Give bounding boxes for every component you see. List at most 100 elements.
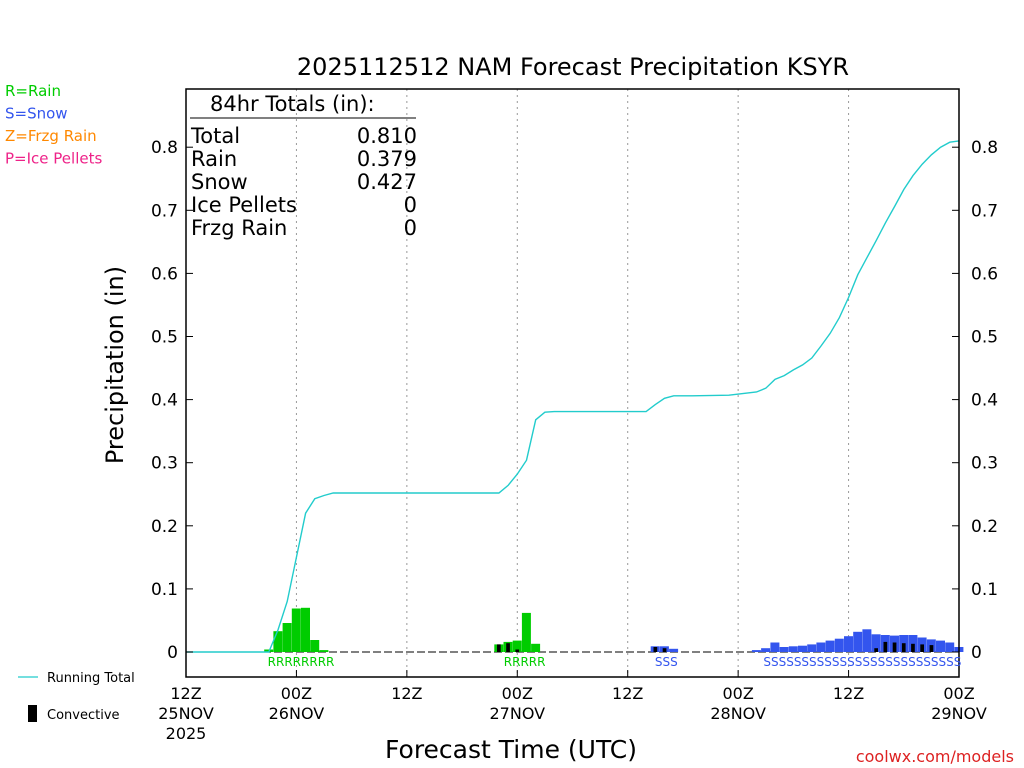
convective-bar (892, 642, 897, 652)
y-tick-label-right: 0.4 (971, 391, 998, 411)
x-tick-label: 12Z (612, 684, 643, 703)
x-tick-label: 12Z (170, 684, 201, 703)
convective-bar (506, 643, 510, 652)
y-axis-right-ticks: 0 0.1 0.2 0.3 0.4 0.5 0.6 0.7 0.8 (952, 138, 998, 663)
y-axis-left-ticks: 0 0.1 0.2 0.3 0.4 0.5 0.6 0.7 0.8 (151, 138, 193, 663)
x-tick-date: 29NOV (931, 704, 987, 723)
y-tick-label-right: 0.7 (971, 201, 998, 221)
totals-row-value: 0 (404, 193, 417, 217)
running-total-legend-label: Running Total (47, 671, 135, 686)
rain-bar (531, 643, 541, 652)
precip-type-string: RRRRRRRR (268, 655, 335, 669)
snow-bar (945, 642, 955, 652)
rain-bar (273, 631, 283, 652)
precip-type-legend: R=Rain S=Snow Z=Frzg Rain P=Ice Pellets (5, 82, 102, 168)
plot-border (185, 88, 960, 678)
x-axis-label: Forecast Time (UTC) (385, 735, 637, 764)
y-tick-label-right: 0.1 (971, 580, 998, 600)
convective-bar (874, 648, 878, 652)
series-legend: Running Total Convective (18, 671, 135, 723)
type-legend-entry: R=Rain (5, 82, 61, 100)
rain-bar (301, 607, 310, 652)
x-tick-label: 00Z (722, 684, 753, 703)
totals-row-value: 0.810 (357, 124, 417, 148)
y-tick-label-left: 0.2 (151, 517, 178, 537)
precip-type-string: SSSSSSSSSSSSSSSSSSSSSSSSSS (763, 655, 961, 669)
rain-bar (291, 608, 301, 652)
snow-bar (788, 646, 798, 652)
totals-panel: 84hr Totals (in): Total 0.810 Rain 0.379 Sno… (190, 92, 417, 240)
y-tick-label-right: 0.3 (971, 454, 998, 474)
x-tick-year: 2025 (166, 724, 207, 743)
x-tick-label: 00Z (943, 684, 974, 703)
x-tick-date: 28NOV (710, 704, 766, 723)
rain-bar (319, 650, 329, 652)
precip-type-string: SSS (655, 655, 678, 669)
plot-frame (185, 88, 960, 678)
credit-text: coolwx.com/models (856, 747, 1014, 766)
running-total-line (186, 140, 960, 653)
snow-bar (816, 642, 826, 652)
convective-bar (911, 643, 915, 652)
running-total-layer (186, 140, 960, 653)
y-axis-label: Precipitation (in) (101, 266, 129, 464)
convective-bar (883, 641, 888, 652)
x-tick-label: 00Z (281, 684, 312, 703)
type-legend-entry: P=Ice Pellets (5, 150, 102, 168)
convective-bar (662, 648, 667, 652)
y-tick-label-left: 0.1 (151, 580, 178, 600)
snow-bar (761, 648, 771, 652)
type-legend-entry: Z=Frzg Rain (5, 127, 97, 145)
snow-bar (798, 645, 807, 652)
y-tick-label-left: 0.5 (151, 328, 178, 348)
y-tick-label-right: 0.6 (971, 264, 998, 284)
x-tick-label: 12Z (833, 684, 864, 703)
rain-bar (521, 612, 531, 652)
convective-bar (920, 644, 924, 652)
y-tick-label-right: 0 (971, 643, 982, 663)
x-tick-label: 00Z (502, 684, 533, 703)
convective-bar (901, 643, 906, 652)
precip-type-string: RRRRR (504, 655, 546, 669)
rain-bar (310, 640, 320, 652)
snow-bar (853, 631, 863, 652)
totals-row-label: Ice Pellets (191, 193, 297, 217)
precip-type-strings: RRRRRRRR RRRRR SSS SSSSSSSSSSSSSSSSSSSSSSSS… (268, 655, 962, 669)
snow-bar (751, 650, 761, 652)
totals-row-value: 0 (404, 216, 417, 240)
convective-bar (515, 649, 520, 652)
y-tick-label-left: 0.4 (151, 391, 178, 411)
snow-bar (862, 629, 872, 652)
y-tick-label-left: 0 (167, 643, 178, 663)
snow-bar (936, 640, 945, 652)
x-tick-label: 12Z (391, 684, 422, 703)
snow-bar (669, 648, 679, 652)
totals-row-label: Frzg Rain (191, 216, 287, 240)
y-tick-label-right: 0.5 (971, 328, 998, 348)
totals-row-value: 0.379 (357, 147, 417, 171)
type-legend-entry: S=Snow (5, 105, 68, 123)
snow-bar (779, 647, 789, 652)
rain-bar (282, 623, 292, 652)
chart-title: 2025112512 NAM Forecast Precipitation KS… (297, 53, 849, 81)
totals-row-label: Snow (191, 170, 248, 194)
convective-legend-label: Convective (47, 708, 120, 723)
y-tick-label-right: 0.8 (971, 138, 998, 158)
totals-rows: Total 0.810 Rain 0.379 Snow 0.427 Ice Pellets 0… (190, 124, 417, 240)
totals-row-value: 0.427 (357, 170, 417, 194)
y-tick-label-left: 0.3 (151, 454, 178, 474)
x-tick-date: 27NOV (489, 704, 545, 723)
y-tick-label-left: 0.6 (151, 264, 178, 284)
convective-legend-swatch (28, 705, 37, 722)
y-tick-label-right: 0.2 (971, 517, 998, 537)
y-tick-label-left: 0.8 (151, 138, 178, 158)
convective-bar (497, 644, 501, 652)
totals-row-label: Total (190, 124, 240, 148)
snow-bar (871, 634, 881, 652)
totals-row-label: Rain (191, 147, 237, 171)
snow-bar (807, 644, 817, 652)
x-tick-date: 26NOV (269, 704, 325, 723)
